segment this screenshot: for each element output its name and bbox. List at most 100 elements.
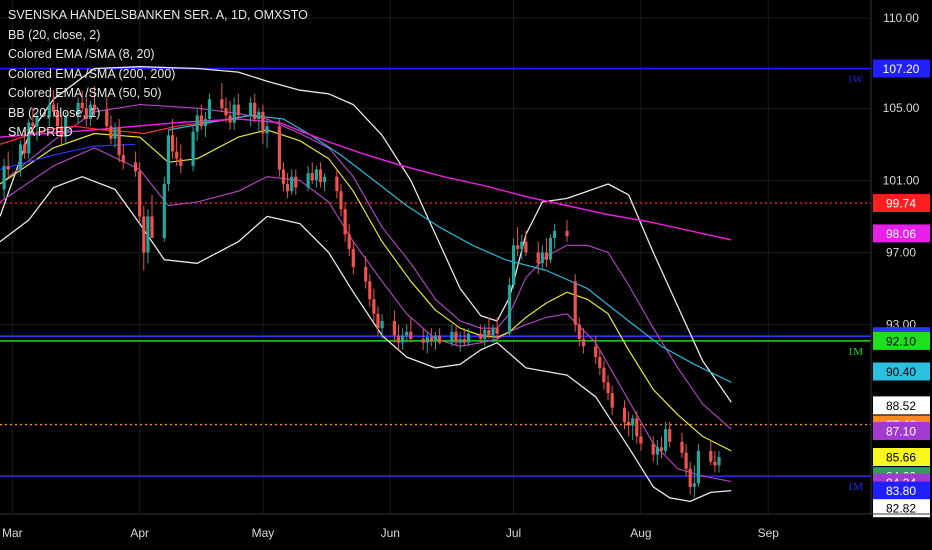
price-tick-label: 97.00 <box>886 245 916 259</box>
candle <box>487 317 491 340</box>
candle-body <box>622 407 627 422</box>
candle <box>18 140 23 177</box>
candle <box>92 86 97 116</box>
candle <box>659 436 664 459</box>
candle-body <box>105 110 109 127</box>
price-label-box <box>873 499 930 518</box>
candle-body <box>421 339 425 343</box>
candle-body <box>684 452 688 469</box>
price-tick-label: 110.00 <box>883 11 919 25</box>
line-bb-outer-upper <box>0 66 732 403</box>
candle <box>495 317 499 340</box>
candle <box>286 173 290 199</box>
candle <box>696 443 700 487</box>
candle <box>171 119 175 159</box>
candle-body <box>606 382 610 394</box>
candle-body <box>265 126 269 134</box>
candle <box>121 144 125 170</box>
candle <box>421 328 425 350</box>
candle <box>23 129 27 159</box>
candle <box>146 209 150 264</box>
candle <box>261 104 265 145</box>
indicator-ema-8-20[interactable]: Colored EMA /SMA (8, 20) <box>8 47 155 61</box>
candle-body <box>310 173 314 181</box>
indicator-ema-50[interactable]: Colored EMA /SMA (50, 50) <box>8 86 162 100</box>
candle-body <box>709 450 713 462</box>
candle <box>351 241 355 275</box>
candle <box>236 93 240 120</box>
candle <box>405 324 409 343</box>
candle-body <box>64 115 68 137</box>
price-label: 90.40 <box>873 362 930 381</box>
indicator-bb-2[interactable]: BB (20, close, 2) <box>8 27 101 42</box>
candle <box>713 450 717 473</box>
price-label-text: 92.10 <box>886 334 916 348</box>
candle-body <box>277 126 281 170</box>
price-label-box <box>873 362 930 381</box>
candle <box>651 436 655 462</box>
candle <box>466 328 470 347</box>
candle <box>454 324 458 347</box>
price-label: 98.06 <box>873 224 930 243</box>
candle-body <box>2 165 6 190</box>
candle <box>117 119 121 163</box>
candle <box>257 108 261 134</box>
price-label-box <box>873 59 930 78</box>
candle <box>565 220 569 242</box>
candle <box>265 119 269 148</box>
candle-body <box>318 169 323 183</box>
candle <box>507 277 512 336</box>
candle <box>709 440 713 466</box>
candle <box>134 151 138 177</box>
candle-body <box>487 330 491 336</box>
candle <box>323 173 327 192</box>
candle-body <box>6 165 10 170</box>
candle <box>347 223 351 257</box>
price-axis[interactable]: 110.00105.00101.0097.0093.00107.2099.749… <box>870 0 930 518</box>
candle <box>290 169 294 195</box>
time-axis[interactable]: Mar Apr May Jun Jul Aug Sep <box>0 513 932 540</box>
price-label-text: 85.66 <box>886 451 916 465</box>
indicator-bb-1[interactable]: BB (20, close, 1) <box>8 105 101 120</box>
candle-body <box>286 184 290 192</box>
time-tick-label: Jun <box>381 526 400 540</box>
candle <box>458 331 462 352</box>
time-tick-label: Aug <box>630 526 651 540</box>
candle-body <box>479 333 483 339</box>
candle <box>429 328 433 347</box>
candle-body <box>323 176 327 183</box>
candle <box>306 165 310 192</box>
candle-body <box>594 346 598 358</box>
candle <box>380 313 384 340</box>
price-label: 88.52 <box>873 396 930 415</box>
indicator-ema-200[interactable]: Colored EMA /SMA (200, 200) <box>8 66 176 81</box>
candle-body <box>47 104 51 118</box>
symbol-title[interactable]: SVENSKA HANDELSBANKEN SER. A, 1D, OMXSTO <box>8 8 308 22</box>
candle-body <box>696 450 700 484</box>
candle <box>203 111 207 138</box>
indicator-sma-pred[interactable]: SMA PRED <box>8 125 73 139</box>
candle-body <box>121 155 125 163</box>
candle <box>64 111 68 145</box>
candle-body <box>261 111 265 134</box>
candle-body <box>627 422 631 426</box>
candle <box>199 104 203 130</box>
chart-legend: SVENSKA HANDELSBANKEN SER. A, 1D, OMXSTO… <box>8 6 308 143</box>
candle-body <box>688 468 692 487</box>
candle-body <box>401 335 405 343</box>
candle-body <box>236 104 240 116</box>
candle <box>396 324 401 350</box>
candle <box>684 443 688 477</box>
candle-body <box>51 104 55 112</box>
level-tag-weekly-resistance: 1W <box>847 74 864 86</box>
candle <box>392 310 396 343</box>
candle <box>594 335 598 365</box>
candle <box>364 256 368 289</box>
candle-body <box>175 151 179 159</box>
candle <box>548 234 553 264</box>
candle-body <box>35 117 39 127</box>
level-tag-monthly-green-level: 1M <box>848 346 864 358</box>
candle-body <box>462 339 466 343</box>
candle-body <box>138 171 142 217</box>
